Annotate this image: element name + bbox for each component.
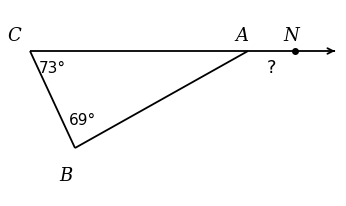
Text: A: A <box>236 27 248 45</box>
Text: 73°: 73° <box>38 61 65 76</box>
Text: ?: ? <box>267 59 277 77</box>
Text: N: N <box>283 27 299 45</box>
Text: B: B <box>60 167 73 185</box>
Text: 69°: 69° <box>69 112 95 128</box>
Text: C: C <box>7 27 21 45</box>
